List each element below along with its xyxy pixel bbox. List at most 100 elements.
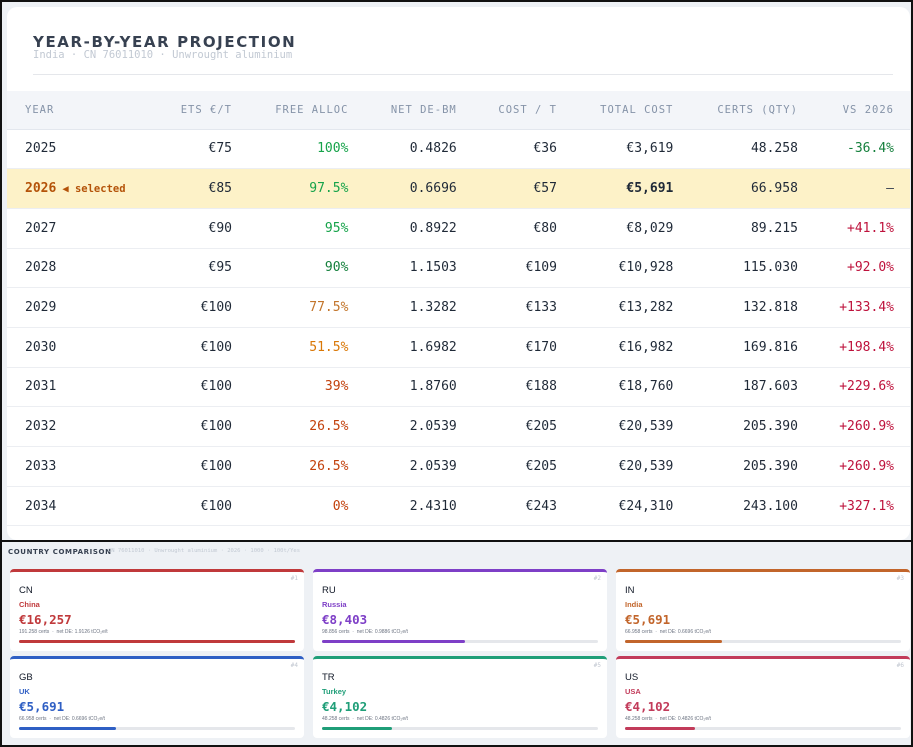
col-header-free-alloc[interactable]: FREE ALLOC [247,91,365,130]
card-share-fill [625,727,695,730]
net-de-cell: 1.1503 [364,248,473,289]
total-cost-cell: €16,982 [572,327,690,368]
card-meta: 66.958 certs · net DE: 0.6696 tCO₂e/t [625,629,711,635]
total-cost-cell: €3,619 [572,129,690,170]
projection-table: YEAR ETS €/T FREE ALLOC NET DE-BM COST /… [7,91,910,527]
card-country-code: TR [322,672,335,683]
card-rank: #6 [896,662,904,669]
card-meta-separator: · [46,716,54,722]
card-share-bar [625,640,901,643]
free-alloc-cell: 26.5% [247,406,365,447]
card-share-bar [322,727,598,730]
year-label: 2030 [25,339,57,355]
year-label: 2025 [25,141,57,157]
certs-cell: 205.390 [689,446,814,487]
col-header-year[interactable]: YEAR [7,91,156,130]
net-de-cell: 0.4826 [364,129,473,170]
col-header-net-de[interactable]: NET DE-BM [364,91,473,130]
free-alloc-cell: 51.5% [247,327,365,368]
card-total-cost: €8,403 [322,612,368,627]
table-row[interactable]: 2034 €100 0% 2.4310 €243 €24,310 243.100 +327.1… [7,486,910,527]
year-cell: 2033 [7,446,156,487]
vs-2026-cell: +327.1% [813,486,910,527]
card-total-cost: €5,691 [19,699,65,714]
year-cell: 2034 [7,486,156,527]
table-row[interactable]: 2033 €100 26.5% 2.0539 €205 €20,539 205.390 +26… [7,446,910,487]
card-country-code: CN [19,585,33,596]
card-country-name: China [19,600,40,609]
card-meta-separator: · [49,629,57,635]
card-meta: 98.856 certs · net DE: 0.9886 tCO₂e/t [322,629,408,635]
net-de-cell: 1.6982 [364,327,473,368]
col-header-vs-2026[interactable]: VS 2026 [813,91,910,130]
card-total-cost: €5,691 [625,612,671,627]
col-header-ets[interactable]: ETS €/T [155,91,248,130]
country-card-gb[interactable]: #4 GB UK €5,691 66.958 certs · net DE: 0.669… [10,656,304,738]
ets-cell: €100 [155,406,248,447]
year-label: 2029 [25,300,57,316]
table-row[interactable]: 2032 €100 26.5% 2.0539 €205 €20,539 205.390 +26… [7,406,910,447]
country-card-ru[interactable]: #2 RU Russia €8,403 98.856 certs · net DE: 0… [313,569,607,651]
card-certs: 48.258 certs [625,716,653,722]
card-share-bar [625,727,901,730]
net-de-cell: 1.8760 [364,367,473,408]
cost-t-cell: €188 [472,367,573,408]
certs-cell: 187.603 [689,367,814,408]
cost-t-cell: €133 [472,287,573,328]
free-alloc-cell: 100% [247,129,365,170]
net-de-cell: 2.4310 [364,486,473,527]
certs-cell: 205.390 [689,406,814,447]
year-cell: 2029 [7,287,156,328]
table-row[interactable]: 2027 €90 95% 0.8922 €80 €8,029 89.215 +41.1% [7,208,910,249]
card-country-name: India [625,600,643,609]
projection-frame: YEAR-BY-YEAR PROJECTION India · CN 76011… [0,0,913,542]
certs-cell: 169.816 [689,327,814,368]
net-de-cell: 0.8922 [364,208,473,249]
card-meta-separator: · [652,629,660,635]
table-row[interactable]: 2028 €95 90% 1.1503 €109 €10,928 115.030 +92.0% [7,248,910,289]
country-card-tr[interactable]: #5 TR Turkey €4,102 48.258 certs · net DE: 0… [313,656,607,738]
total-cost-cell: €20,539 [572,446,690,487]
table-row[interactable]: 2026 ◀ selected €85 97.5% 0.6696 €57 €5,691 66.… [7,168,910,209]
card-share-bar [19,640,295,643]
vs-2026-cell: +41.1% [813,208,910,249]
net-de-cell: 2.0539 [364,446,473,487]
vs-2026-cell: -36.4% [813,129,910,170]
free-alloc-cell: 95% [247,208,365,249]
ets-cell: €85 [155,168,248,209]
cost-t-cell: €205 [472,446,573,487]
free-alloc-cell: 77.5% [247,287,365,328]
card-meta: 48.258 certs · net DE: 0.4826 tCO₂e/t [322,716,408,722]
table-row[interactable]: 2031 €100 39% 1.8760 €188 €18,760 187.603 +229.… [7,367,910,408]
col-header-certs[interactable]: CERTS (QTY) [689,91,814,130]
country-card-us[interactable]: #6 US USA €4,102 48.258 certs · net DE: 0.48… [616,656,910,738]
year-label: 2031 [25,379,57,395]
projection-panel: YEAR-BY-YEAR PROJECTION India · CN 76011… [7,7,910,540]
ets-cell: €100 [155,287,248,328]
country-card-in[interactable]: #3 IN India €5,691 66.958 certs · net DE: 0.… [616,569,910,651]
year-label: 2033 [25,458,57,474]
table-row[interactable]: 2030 €100 51.5% 1.6982 €170 €16,982 169.816 +19… [7,327,910,368]
card-total-cost: €16,257 [19,612,72,627]
ets-cell: €100 [155,367,248,408]
selected-tag: ◀ selected [62,183,126,196]
comparison-frame: COUNTRY COMPARISON CN 76011010 · Unwroug… [0,542,913,747]
table-row[interactable]: 2025 €75 100% 0.4826 €36 €3,619 48.258 -36.4% [7,129,910,170]
certs-cell: 132.818 [689,287,814,328]
year-label: 2027 [25,220,57,236]
card-meta-separator: · [652,716,660,722]
year-cell: 2026 ◀ selected [7,168,156,209]
country-card-cn[interactable]: #1 CN China €16,257 191.258 certs · net DE: … [10,569,304,651]
comparison-title: COUNTRY COMPARISON [8,548,112,556]
card-net-de: net DE: 0.4826 tCO₂e/t [659,716,711,722]
col-header-total-cost[interactable]: TOTAL COST [572,91,690,130]
year-label: 2034 [25,498,57,514]
table-header-row: YEAR ETS €/T FREE ALLOC NET DE-BM COST /… [7,91,910,130]
card-certs: 191.258 certs [19,629,50,635]
col-header-cost-t[interactable]: COST / T [472,91,573,130]
ets-cell: €95 [155,248,248,289]
card-meta-separator: · [349,716,357,722]
free-alloc-cell: 90% [247,248,365,289]
free-alloc-cell: 97.5% [247,168,365,209]
table-row[interactable]: 2029 €100 77.5% 1.3282 €133 €13,282 132.818 +13… [7,287,910,328]
